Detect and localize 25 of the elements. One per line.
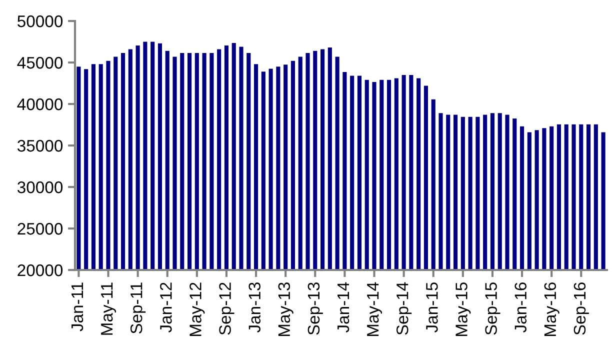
x-tick-label: Jan-12 bbox=[160, 282, 172, 332]
y-tick-label: 20000 bbox=[18, 264, 63, 276]
x-tick-label: Jan-14 bbox=[338, 282, 350, 332]
x-tick-label: Sep-12 bbox=[219, 282, 234, 335]
x-tick-label: May-14 bbox=[367, 282, 382, 336]
x-tick-label: Sep-13 bbox=[308, 282, 323, 335]
x-tick-label: May-16 bbox=[544, 282, 560, 336]
y-tick-label: 25000 bbox=[18, 222, 63, 235]
x-tick-label: May-15 bbox=[456, 282, 471, 336]
x-tick-label: Jan-11 bbox=[72, 282, 84, 332]
x-tick-label: May-12 bbox=[190, 282, 205, 336]
x-tick-label: Sep-14 bbox=[396, 282, 412, 335]
x-tick-label: Sep-16 bbox=[574, 282, 589, 335]
y-tick-label: 50000 bbox=[18, 15, 63, 28]
x-tick-label: Sep-11 bbox=[130, 282, 146, 334]
x-tick-label: Jan-13 bbox=[248, 282, 260, 332]
y-tick-label: 45000 bbox=[17, 56, 63, 69]
x-tick-label: Sep-15 bbox=[485, 282, 500, 335]
x-tick-label: May-13 bbox=[278, 282, 294, 336]
x-tick-label: May-11 bbox=[101, 282, 116, 335]
x-tick-label: Jan-15 bbox=[426, 282, 438, 332]
y-tick-label: 35000 bbox=[17, 140, 63, 152]
x-tick-label: Jan-16 bbox=[514, 282, 526, 332]
y-tick-label: 40000 bbox=[17, 98, 63, 110]
y-tick-label: 30000 bbox=[17, 181, 63, 194]
